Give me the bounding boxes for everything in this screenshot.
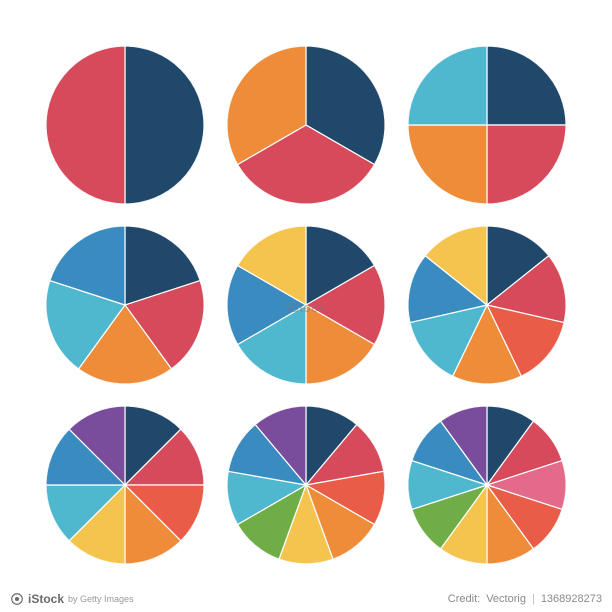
pie-4-slice-2 bbox=[487, 125, 566, 204]
pie-2-slice-2 bbox=[46, 46, 125, 204]
camera-icon bbox=[10, 592, 24, 606]
pie-2 bbox=[46, 46, 204, 204]
pie-4-slice-4 bbox=[408, 46, 487, 125]
divider: | bbox=[532, 593, 535, 605]
logo-sub: by Getty Images bbox=[68, 594, 134, 604]
canvas: iStock iStock by Getty Images Credit: Ve… bbox=[0, 0, 612, 612]
pie-grid bbox=[46, 46, 566, 536]
pie-7 bbox=[408, 226, 566, 384]
stock-id: 1368928273 bbox=[541, 593, 602, 605]
pie-3 bbox=[227, 46, 385, 204]
pie-6 bbox=[227, 226, 385, 384]
credit-value: Vectorig bbox=[486, 593, 526, 605]
pie-4-slice-1 bbox=[487, 46, 566, 125]
footer: iStock by Getty Images Credit: Vectorig … bbox=[0, 592, 612, 606]
stock-logo: iStock by Getty Images bbox=[10, 592, 134, 606]
credit-label: Credit: bbox=[448, 593, 480, 605]
pie-5 bbox=[46, 226, 204, 384]
pie-9 bbox=[227, 406, 385, 564]
pie-8 bbox=[46, 406, 204, 564]
pie-4-slice-3 bbox=[408, 125, 487, 204]
pie-10 bbox=[408, 406, 566, 564]
credit-block: Credit: Vectorig | 1368928273 bbox=[448, 593, 602, 605]
pie-2-slice-1 bbox=[125, 46, 204, 204]
pie-4 bbox=[408, 46, 566, 204]
logo-text: iStock bbox=[28, 592, 64, 606]
